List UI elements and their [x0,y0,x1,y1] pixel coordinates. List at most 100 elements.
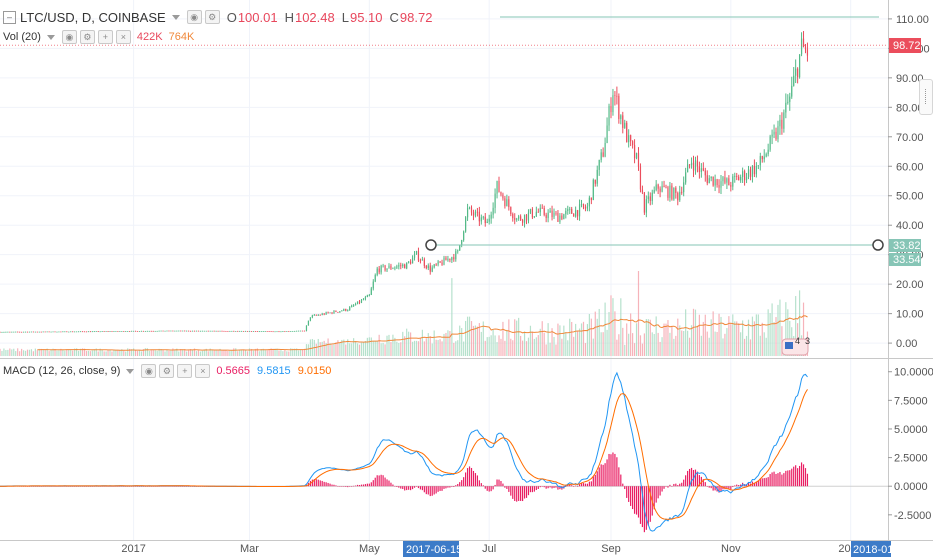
eye-icon[interactable]: ◉ [61,30,77,44]
candle-body [702,168,704,171]
chevron-down-icon[interactable] [46,34,55,40]
close-icon[interactable]: × [195,364,211,378]
macd-histogram-bar [427,486,429,495]
macd-histogram-bar [706,486,708,487]
macd-histogram-bar [529,486,532,493]
candle-body [134,330,137,332]
gear-icon[interactable]: ⚙ [204,10,220,24]
volume-title[interactable]: Vol (20) [3,31,41,43]
volume-bar [429,336,431,356]
gear-icon[interactable]: ⚙ [79,30,95,44]
volume-bar [400,342,402,356]
candle-body [174,330,176,332]
macd-histogram-bar [81,486,84,487]
macd-histogram-bar [773,471,775,487]
macd-histogram-bar [602,464,604,487]
macd-histogram-bar [382,475,384,487]
macd-histogram-bar [134,486,137,487]
macd-title[interactable]: MACD (12, 26, close, 9) [3,365,121,377]
macd-histogram-bar [36,486,38,487]
candle-body [213,330,215,332]
candle-body [321,313,323,315]
candle-body [753,165,756,175]
volume-bar [404,336,406,356]
macd-histogram-bar [669,484,671,487]
time-tick-label: Jul [482,543,496,555]
close-icon[interactable]: × [115,30,131,44]
time-tick-label: May [359,543,380,555]
macd-histogram-bar [378,475,380,487]
time-axis[interactable]: 2017 Mar May Jul Sep Nov 2018 [121,543,863,555]
candle-body [313,314,315,316]
macd-histogram-bar [478,480,480,487]
volume-bar [516,320,518,356]
chevron-down-icon[interactable] [171,14,180,20]
volume-bar [272,348,274,356]
volume-bar [588,313,590,356]
price-tick-label: 70.00 [896,132,924,144]
macd-histogram-bar [470,467,473,487]
macd-axis[interactable]: 10.0000 7.5000 5.0000 2.5000 0.0000 -2.5000 [888,367,933,522]
candle-body [649,196,651,201]
candle-body [651,192,653,201]
volume-bar [415,340,418,356]
candle-body [219,330,221,332]
volume-bar [113,350,115,356]
candle-body [624,122,626,128]
volume-bar [235,348,237,356]
candle-body [32,331,34,333]
candle-body [455,251,457,260]
collapse-icon[interactable]: – [3,10,16,24]
candle-body [628,135,630,143]
earnings-badge[interactable]: 4 3 [781,336,810,356]
volume-bar [166,349,168,356]
candle-body [429,265,431,272]
volume-bar [76,348,78,356]
time-tick-label: Sep [601,543,621,555]
candle-body [669,185,671,198]
side-panel-toggle[interactable] [919,79,933,115]
candle-body [150,330,152,332]
macd-histogram-bar [698,475,700,487]
candle-body [696,160,699,167]
volume-bar [388,334,390,356]
macd-histogram-bar [388,480,390,487]
gear-icon[interactable]: ⚙ [159,364,175,378]
plus-icon[interactable]: + [97,30,113,44]
symbol-title[interactable]: LTC/USD, D, COINBASE [20,9,166,25]
candle-body [0,331,1,333]
eye-icon[interactable]: ◉ [186,10,202,24]
macd-histogram-bar [166,486,168,487]
eye-icon[interactable]: ◉ [141,364,157,378]
candle-body [1,331,3,333]
volume-bar [455,341,457,356]
candle-body [101,331,103,332]
macd-signal-value: 9.0150 [297,365,332,377]
volume-bars [0,271,809,356]
candle-body [223,330,225,332]
plus-icon[interactable]: + [177,364,193,378]
candle-body [757,165,759,167]
macd-histogram-bar [105,486,107,487]
candle-body [170,330,172,332]
macd-histogram-bar [612,452,614,487]
candle-body [608,105,610,126]
macd-histogram-bar [101,486,103,487]
volume-bar [690,325,693,356]
candle-body [592,179,594,201]
candle-body [390,265,392,269]
candle-body [690,162,693,166]
volume-bar [233,348,235,356]
volume-bar [382,342,384,356]
candle-body [632,141,634,146]
candle-body [254,331,256,332]
macd-histogram-bar [461,480,463,487]
candle-body [129,331,131,332]
macd-histogram-bar [496,479,498,487]
hline-handle-right[interactable] [872,239,884,251]
volume-bar [276,348,278,356]
volume-bar [221,350,223,356]
chevron-down-icon[interactable] [126,368,135,374]
hline-handle-left[interactable] [425,239,437,251]
